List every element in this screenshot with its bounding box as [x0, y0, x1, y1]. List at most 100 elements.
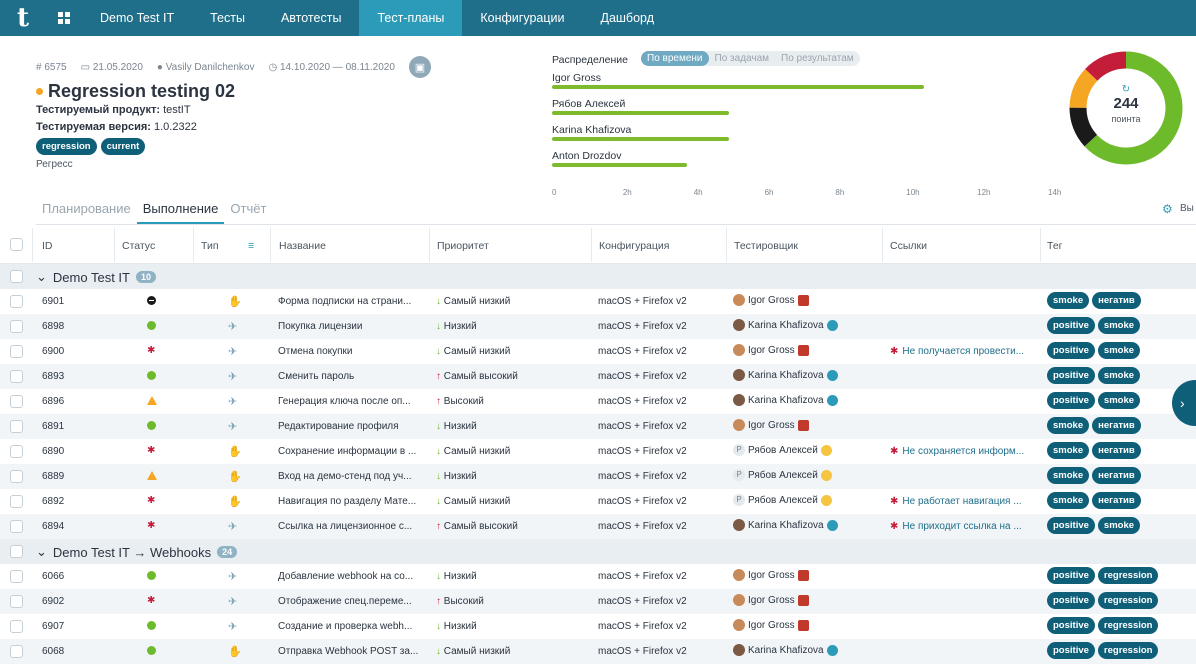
tab-execution[interactable]: Выполнение: [136, 199, 225, 224]
test-name[interactable]: Отправка Webhook POST за...: [278, 646, 419, 657]
defect-link[interactable]: ✱ Не приходит ссылка на ...: [890, 521, 1036, 532]
defect-link[interactable]: ✱ Не работает навигация ...: [890, 496, 1036, 507]
defect-link[interactable]: ✱ Не сохраняется информ...: [890, 446, 1036, 457]
tag-pill[interactable]: негатив: [1092, 417, 1141, 434]
mode-by-time[interactable]: По времени: [641, 51, 709, 66]
tag-pill[interactable]: smoke: [1097, 517, 1141, 534]
tester[interactable]: Karina Khafizova: [733, 369, 838, 381]
test-name[interactable]: Ссылка на лицензионное с...: [278, 521, 413, 532]
nav-autotests[interactable]: Автотесты: [280, 11, 342, 25]
chevron-down-icon[interactable]: ⌄: [36, 544, 47, 559]
lock-icon[interactable]: ▣: [408, 56, 431, 78]
col-id[interactable]: ID: [42, 240, 53, 252]
tag-pill[interactable]: smoke: [1097, 317, 1141, 334]
tag-pill[interactable]: smoke: [1097, 392, 1141, 409]
tester[interactable]: Karina Khafizova: [733, 519, 838, 531]
table-row[interactable]: 6900 ✱ ✈ Отмена покупки ↓ Самый низкий macOS …: [0, 339, 1196, 364]
nav-test-plans[interactable]: Тест-планы: [359, 0, 463, 36]
tag-pill[interactable]: regression: [1097, 567, 1159, 584]
test-name[interactable]: Сменить пароль: [278, 371, 355, 382]
col-priority[interactable]: Приоритет: [437, 240, 489, 252]
table-row[interactable]: 6907 ✈ Создание и проверка webh... ↓ Низкий…: [0, 614, 1196, 639]
test-name[interactable]: Отмена покупки: [278, 346, 353, 357]
defect-title[interactable]: Не получается провести...: [902, 346, 1025, 357]
defect-link[interactable]: ✱ Не получается провести...: [890, 346, 1036, 357]
row-checkbox[interactable]: [10, 445, 23, 458]
table-row[interactable]: 6891 ✈ Редактирование профиля ↓ Низкий macOS…: [0, 414, 1196, 439]
tag-pill[interactable]: positive: [1047, 617, 1095, 634]
nav-configurations[interactable]: Конфигурации: [480, 11, 565, 25]
tag-pill[interactable]: regression: [1097, 642, 1159, 659]
test-name[interactable]: Генерация ключа после оп...: [278, 396, 411, 407]
testit-logo[interactable]: t: [16, 3, 29, 33]
tag-pill[interactable]: positive: [1047, 592, 1095, 609]
test-name[interactable]: Форма подписки на страни...: [278, 296, 412, 307]
table-row[interactable]: 6889 ✋ Вход на демо-стенд под уч... ↓ Низки…: [0, 464, 1196, 489]
toolbar-button-cut[interactable]: Вы: [1180, 203, 1194, 214]
tester[interactable]: Igor Gross: [733, 594, 809, 606]
row-checkbox[interactable]: [10, 520, 23, 533]
col-type[interactable]: Тип: [201, 240, 219, 252]
col-tester[interactable]: Тестировщик: [734, 240, 798, 252]
tester[interactable]: P Рябов Алексей: [733, 444, 832, 456]
row-checkbox[interactable]: [10, 570, 23, 583]
tester[interactable]: Igor Gross: [733, 619, 809, 631]
nav-dashboard[interactable]: Дашборд: [600, 11, 654, 25]
row-checkbox[interactable]: [10, 420, 23, 433]
chevron-down-icon[interactable]: ⌄: [36, 269, 47, 284]
tag-pill[interactable]: негатив: [1092, 292, 1141, 309]
tag-pill[interactable]: positive: [1047, 392, 1095, 409]
tab-planning[interactable]: Планирование: [42, 201, 131, 216]
tag-pill[interactable]: positive: [1047, 367, 1095, 384]
test-name[interactable]: Отображение спец.переме...: [278, 596, 412, 607]
tag-pill[interactable]: regression: [1097, 617, 1159, 634]
mode-by-tasks[interactable]: По задачам: [714, 53, 770, 64]
row-checkbox[interactable]: [10, 345, 23, 358]
gear-icon[interactable]: ⚙: [1162, 202, 1173, 216]
tester[interactable]: Igor Gross: [733, 294, 809, 306]
plan-tag[interactable]: current: [100, 138, 146, 155]
nav-tests[interactable]: Тесты: [210, 11, 245, 25]
row-checkbox[interactable]: [10, 620, 23, 633]
row-checkbox[interactable]: [10, 645, 23, 658]
row-checkbox[interactable]: [10, 495, 23, 508]
tester[interactable]: Karina Khafizova: [733, 644, 838, 656]
tester[interactable]: Igor Gross: [733, 419, 809, 431]
tag-pill[interactable]: smoke: [1047, 467, 1090, 484]
table-row[interactable]: 6894 ✱ ✈ Ссылка на лицензионное с... ↑ Самый…: [0, 514, 1196, 539]
group-checkbox[interactable]: [10, 270, 23, 283]
test-name[interactable]: Создание и проверка webh...: [278, 621, 413, 632]
table-row[interactable]: 6068 ✋ Отправка Webhook POST за... ↓ Самый …: [0, 639, 1196, 664]
filter-icon[interactable]: ≡: [248, 240, 255, 252]
plan-tag[interactable]: regression: [36, 138, 97, 155]
row-checkbox[interactable]: [10, 470, 23, 483]
tag-pill[interactable]: негатив: [1092, 492, 1141, 509]
tag-pill[interactable]: regression: [1097, 592, 1159, 609]
table-row[interactable]: 6893 ✈ Сменить пароль ↑ Самый высокий macOS …: [0, 364, 1196, 389]
tester[interactable]: Karina Khafizova: [733, 319, 838, 331]
tag-pill[interactable]: positive: [1047, 567, 1095, 584]
defect-title[interactable]: Не работает навигация ...: [902, 496, 1022, 507]
col-status[interactable]: Статус: [122, 240, 156, 252]
tag-pill[interactable]: негатив: [1092, 467, 1141, 484]
row-checkbox[interactable]: [10, 370, 23, 383]
defect-title[interactable]: Не сохраняется информ...: [902, 446, 1025, 457]
defect-title[interactable]: Не приходит ссылка на ...: [902, 521, 1022, 532]
tag-pill[interactable]: smoke: [1097, 342, 1141, 359]
test-name[interactable]: Вход на демо-стенд под уч...: [278, 471, 412, 482]
tag-pill[interactable]: positive: [1047, 342, 1095, 359]
tag-pill[interactable]: smoke: [1047, 492, 1090, 509]
col-name[interactable]: Название: [279, 240, 326, 252]
group-row[interactable]: ⌄ Demo Test IT → Webhooks 24: [0, 539, 1196, 564]
tag-pill[interactable]: smoke: [1047, 292, 1090, 309]
tag-pill[interactable]: smoke: [1047, 417, 1090, 434]
group-row[interactable]: ⌄ Demo Test IT 10: [0, 264, 1196, 289]
tag-pill[interactable]: smoke: [1097, 367, 1141, 384]
nav-project[interactable]: Demo Test IT: [100, 11, 175, 25]
test-name[interactable]: Сохранение информации в ...: [278, 446, 417, 457]
test-name[interactable]: Покупка лицензии: [278, 321, 363, 332]
tag-pill[interactable]: positive: [1047, 642, 1095, 659]
tester[interactable]: Karina Khafizova: [733, 394, 838, 406]
row-checkbox[interactable]: [10, 295, 23, 308]
col-links[interactable]: Ссылки: [890, 240, 927, 252]
